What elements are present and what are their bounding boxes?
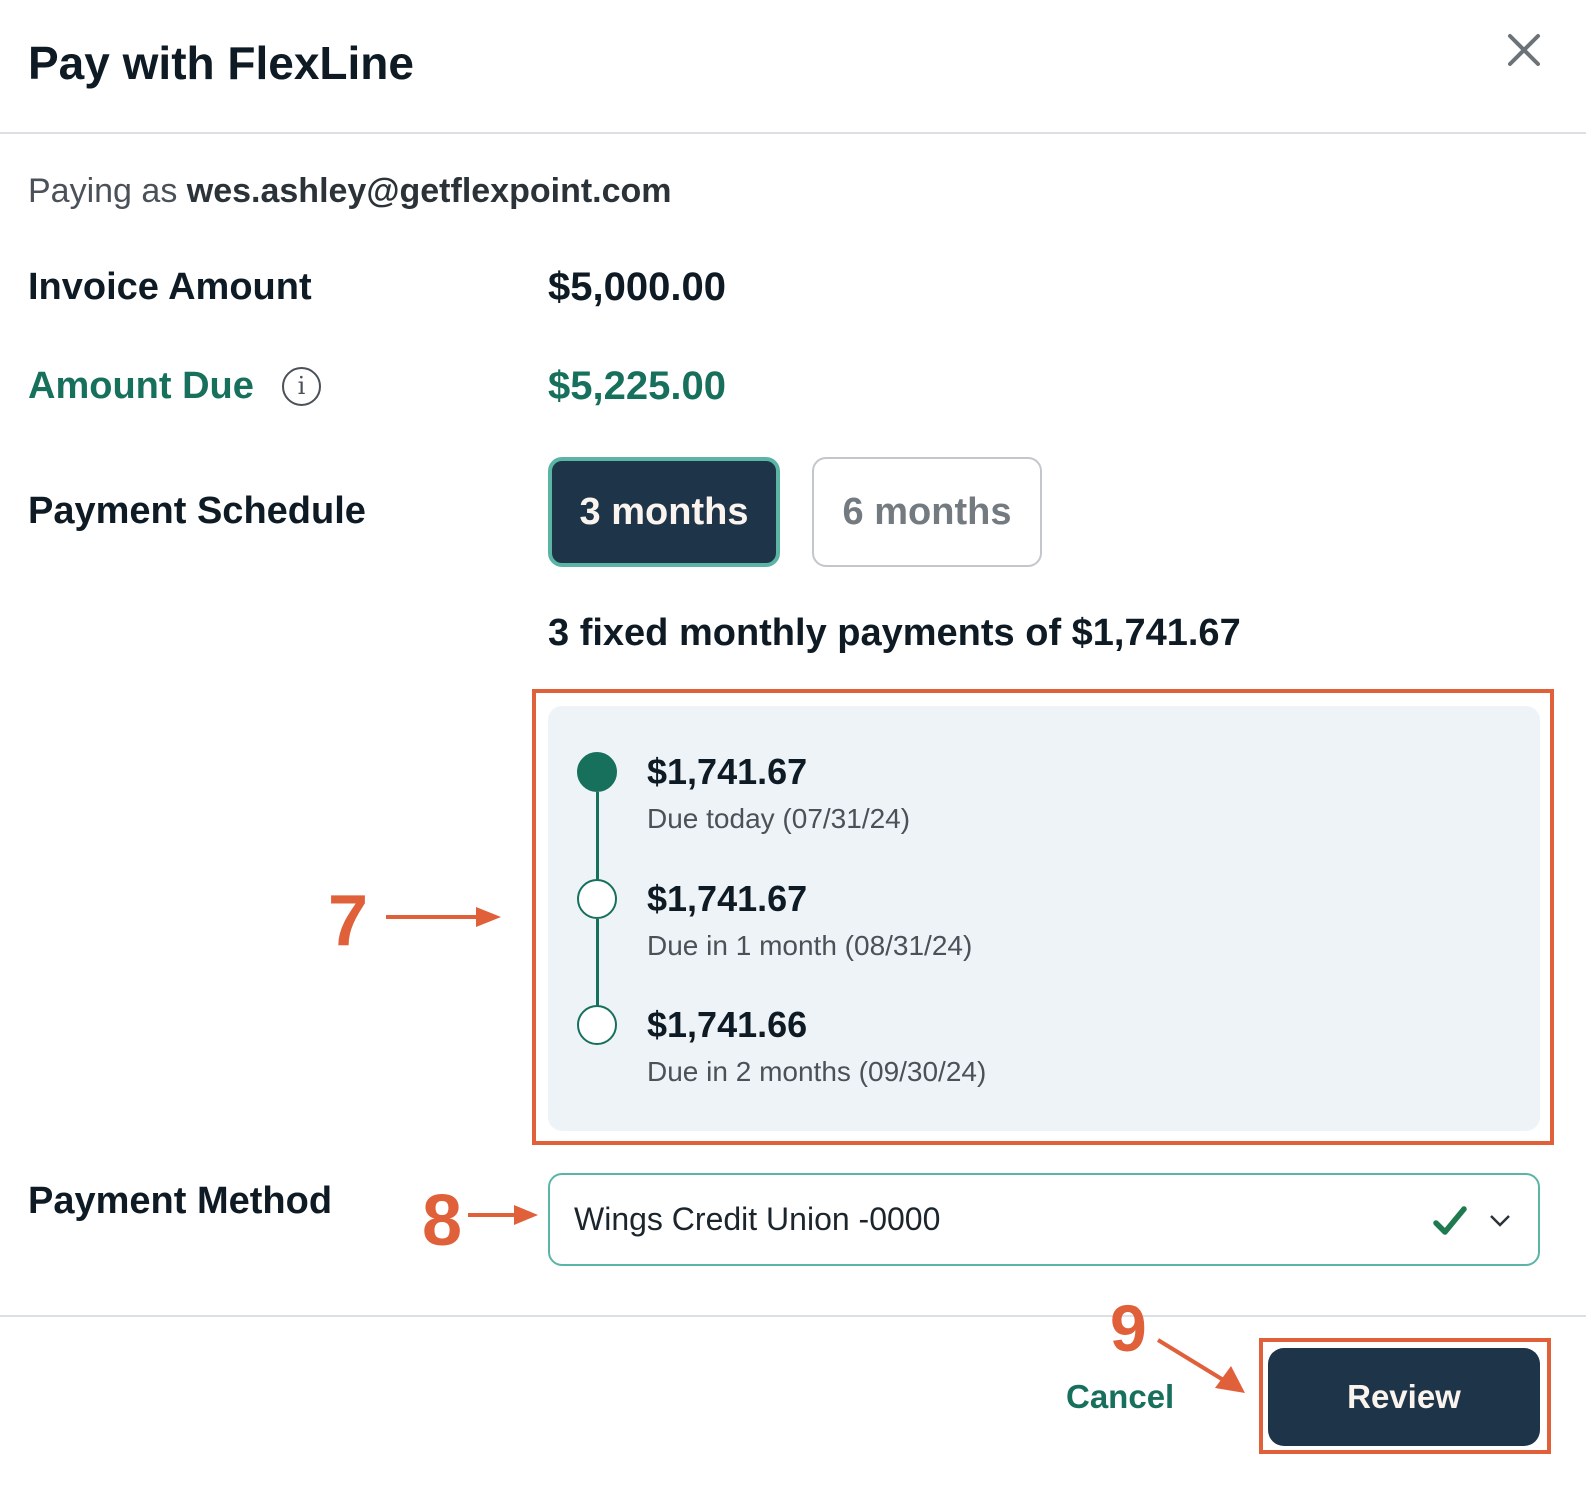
info-icon[interactable]: i: [282, 367, 321, 406]
annotation-arrow-icon: [468, 1205, 538, 1225]
header-divider: [0, 132, 1586, 134]
annotation-arrow-icon: [386, 907, 501, 927]
payer-email: wes.ashley@getflexpoint.com: [186, 172, 672, 210]
annotation-7: 7: [328, 881, 369, 961]
annotation-arrow-icon: [1156, 1338, 1245, 1393]
payment-amount: $1,741.67: [647, 878, 808, 919]
payment-method-label: Payment Method: [28, 1180, 333, 1222]
modal-title: Pay with FlexLine: [28, 37, 414, 89]
payment-due: Due in 1 month (08/31/24): [647, 930, 973, 961]
payment-due: Due in 2 months (09/30/24): [647, 1056, 987, 1087]
timeline-connector: [596, 919, 599, 1006]
payment-schedule-label: Payment Schedule: [28, 490, 366, 532]
timeline-dot-current: [577, 752, 617, 792]
timeline-connector: [596, 792, 599, 880]
close-icon[interactable]: [1500, 26, 1548, 74]
review-button[interactable]: Review: [1268, 1348, 1540, 1446]
schedule-option-6-months[interactable]: 6 months: [812, 457, 1042, 567]
schedule-option-3-months[interactable]: 3 months: [548, 457, 780, 567]
amount-due-value: $5,225.00: [548, 364, 726, 408]
cancel-button[interactable]: Cancel: [1066, 1378, 1175, 1415]
paying-as-prefix: Paying as: [28, 172, 178, 210]
payment-due: Due today (07/31/24): [647, 803, 911, 834]
footer-divider: [0, 1315, 1586, 1317]
paying-as: Paying as wes.ashley@getflexpoint.com: [28, 172, 672, 211]
amount-due-label: Amount Due: [28, 365, 254, 407]
payment-method-select[interactable]: Wings Credit Union -0000: [548, 1173, 1540, 1266]
payment-method-value: Wings Credit Union -0000: [574, 1201, 941, 1237]
annotation-highlight-7: [532, 689, 1554, 1145]
annotation-highlight-9: [1259, 1338, 1551, 1454]
check-icon: [1433, 1206, 1467, 1235]
chevron-down-icon: [1490, 1215, 1510, 1227]
payment-amount: $1,741.66: [647, 1004, 808, 1045]
annotation-9: 9: [1110, 1291, 1147, 1365]
timeline-dot: [577, 1005, 617, 1045]
payment-timeline: [548, 706, 1540, 1131]
timeline-dot: [577, 879, 617, 919]
invoice-amount-label: Invoice Amount: [28, 266, 312, 308]
invoice-amount-value: $5,000.00: [548, 265, 726, 309]
payment-amount: $1,741.67: [647, 751, 808, 792]
schedule-summary: 3 fixed monthly payments of $1,741.67: [548, 612, 1241, 654]
annotation-8: 8: [422, 1181, 463, 1261]
